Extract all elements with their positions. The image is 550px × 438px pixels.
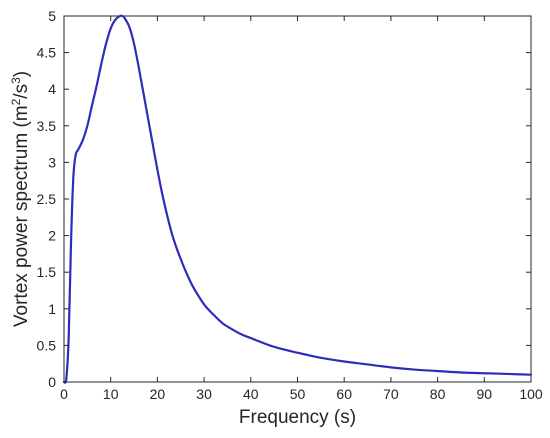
x-tick-label: 100 — [519, 386, 543, 402]
y-axis-title-suffix: ) — [11, 71, 32, 77]
y-tick-label: 0.5 — [37, 337, 57, 353]
y-tick-label: 2.5 — [37, 191, 57, 207]
x-tick-label: 10 — [103, 386, 119, 402]
x-tick-label: 60 — [336, 386, 352, 402]
y-tick-label: 2 — [48, 228, 56, 244]
x-tick-label: 0 — [60, 386, 68, 402]
y-axis-title-sup2: 3 — [9, 77, 23, 84]
series-line — [62, 14, 533, 384]
y-tick-label: 4 — [48, 81, 56, 97]
y-axis-title: Vortex power spectrum (m2/s3) — [9, 71, 32, 327]
x-axis-title: Frequency (s) — [239, 407, 356, 428]
y-axis-title-mid: /s — [11, 84, 32, 99]
x-tick-label: 70 — [383, 386, 399, 402]
y-tick-label: 3 — [48, 154, 56, 170]
y-axis-title-sup1: 2 — [9, 98, 23, 105]
x-tick-label: 80 — [430, 386, 446, 402]
x-tick-label: 30 — [196, 386, 212, 402]
x-tick-label: 40 — [243, 386, 259, 402]
y-tick-label: 1 — [48, 301, 56, 317]
y-tick-label: 3.5 — [37, 118, 57, 134]
x-tick-label: 50 — [290, 386, 306, 402]
y-tick-label: 5 — [48, 8, 56, 24]
x-tick-label: 20 — [150, 386, 166, 402]
y-tick-label: 4.5 — [37, 45, 57, 61]
y-tick-label: 1.5 — [37, 264, 57, 280]
y-axis-title-prefix: Vortex power spectrum (m — [11, 105, 32, 327]
plot-area — [62, 14, 533, 384]
y-tick-label: 0 — [48, 374, 56, 390]
y-axis: 0 0.5 1 1.5 2 2.5 3 3.5 4 4.5 5 — [37, 8, 531, 390]
x-tick-label: 90 — [477, 386, 493, 402]
x-axis: 0 10 20 30 40 50 60 70 80 90 100 — [60, 16, 543, 402]
plot-box — [63, 15, 532, 383]
